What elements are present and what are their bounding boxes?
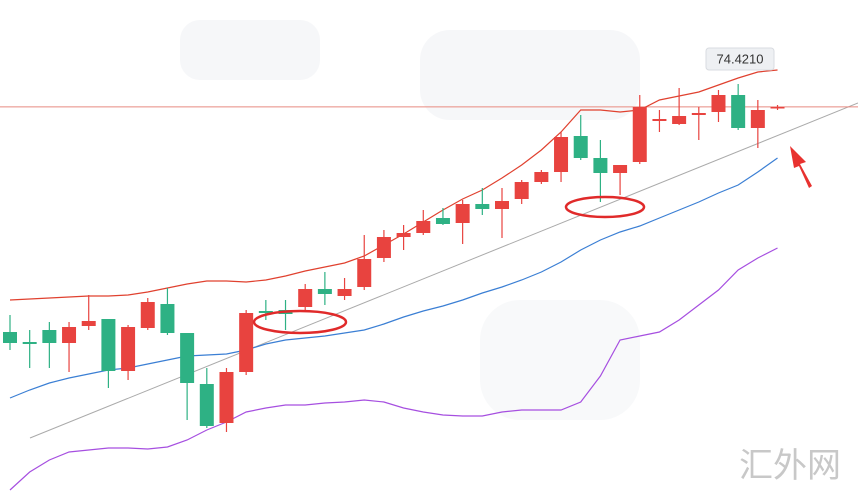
candle-body	[593, 158, 608, 173]
candle-body	[672, 116, 687, 124]
candle-body	[396, 233, 411, 237]
candle-body	[554, 137, 569, 172]
price-label-box	[705, 47, 775, 71]
candle-body	[711, 95, 726, 112]
candle-body	[258, 311, 273, 313]
candle-body	[416, 221, 431, 233]
candle-body	[239, 313, 254, 372]
candle-body	[495, 201, 509, 209]
band-line	[9, 157, 778, 399]
candle-body	[219, 372, 234, 423]
candle-body	[42, 330, 57, 343]
candle-body	[160, 304, 175, 333]
candle-body	[731, 95, 746, 128]
candle-body	[121, 327, 136, 371]
candle-body	[652, 119, 667, 121]
candle-body	[140, 302, 155, 328]
candle-body	[534, 172, 549, 182]
candle-body	[376, 237, 391, 258]
arrow	[790, 146, 812, 188]
candle-body	[199, 384, 214, 426]
candle-body	[3, 332, 17, 343]
candle-body	[22, 342, 37, 344]
candle-body	[514, 182, 529, 199]
background-map	[180, 20, 640, 420]
candle-body	[180, 333, 195, 383]
candle-body	[298, 289, 313, 307]
highlight-ellipse	[564, 195, 646, 219]
candle-body	[770, 107, 785, 109]
candle-body	[435, 218, 450, 224]
candle-body	[62, 327, 77, 343]
band-line	[9, 247, 778, 491]
candle-body	[337, 289, 352, 296]
candle-body	[317, 289, 332, 294]
candle-body	[81, 321, 96, 326]
trend-line	[29, 102, 858, 439]
candle-body	[101, 319, 116, 371]
candle-body	[475, 204, 490, 209]
watermark: 汇外网	[739, 446, 841, 486]
candle-body	[455, 204, 470, 223]
candle-body	[613, 165, 628, 173]
candle-body	[632, 107, 647, 162]
candle-body	[357, 259, 372, 287]
candle-body	[750, 110, 765, 128]
price-label: 74.4210	[705, 47, 775, 71]
band-line	[9, 69, 778, 301]
candle-body	[691, 113, 706, 115]
highlight-ellipse	[252, 309, 348, 335]
price-label-text: 74.4210	[717, 51, 764, 66]
candle-body	[573, 136, 588, 158]
